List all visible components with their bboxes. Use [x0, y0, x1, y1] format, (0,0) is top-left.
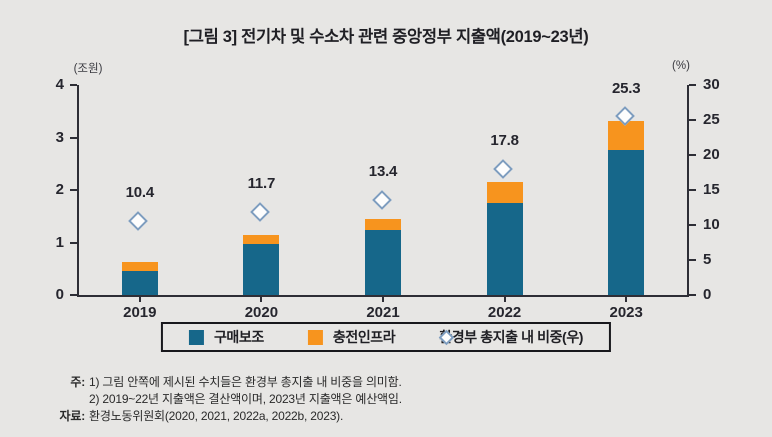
left-axis-tick-label: 3	[55, 128, 64, 146]
share-value-label: 13.4	[368, 163, 398, 181]
right-axis-tick-label: 30	[703, 76, 720, 93]
stacked-bar-segment-2020	[243, 235, 280, 245]
y-axis-left	[77, 85, 79, 295]
stacked-bar-segment-2019	[121, 271, 158, 295]
share-value-label: 25.3	[611, 79, 641, 97]
stacked-bar-segment-2022	[486, 203, 523, 295]
blue-square-swatch-icon	[188, 329, 204, 345]
stacked-bar-segment-2022	[486, 181, 523, 204]
x-axis-tick	[625, 297, 628, 302]
note-label-spacer	[57, 391, 85, 408]
left-axis-tick	[70, 241, 77, 244]
share-diamond-marker	[493, 158, 513, 179]
right-axis-tick-label: 10	[703, 216, 720, 233]
stacked-bar-segment-2021	[365, 218, 401, 230]
orange-square-swatch-icon	[307, 329, 323, 345]
stacked-bar-segment-2023	[608, 121, 645, 151]
x-axis-label-2020: 2020	[244, 304, 279, 321]
x-axis-tick	[138, 297, 141, 302]
footnotes: 주: 1) 그림 안쪽에 제시된 수치들은 환경부 총지출 내 비중을 의미함.…	[57, 374, 403, 425]
note-label: 주:	[70, 375, 85, 389]
source-text: 환경노동위원회(2020, 2021, 2022a, 2022b, 2023).	[89, 409, 344, 423]
left-axis-unit-label: (조원)	[73, 63, 103, 75]
legend-item-share-of-moe-spending: 환경부 총지출 내 비중(우)	[438, 327, 584, 347]
right-axis-tick	[689, 119, 696, 121]
right-axis-tick	[689, 224, 696, 226]
left-axis-tick-label: 1	[55, 233, 64, 251]
right-axis-tick-label: 25	[703, 111, 720, 128]
right-axis-tick	[689, 259, 696, 261]
left-axis-tick-label: 0	[55, 286, 64, 303]
legend-item-label: 구매보조	[213, 329, 264, 345]
x-axis-label-2019: 2019	[123, 304, 157, 321]
left-axis-tick	[70, 84, 77, 86]
right-axis-unit-label: (%)	[672, 60, 690, 72]
right-axis-tick	[689, 154, 696, 156]
share-value-label: 10.4	[125, 184, 155, 202]
left-axis-tick	[70, 189, 77, 191]
left-axis-tick-label: 4	[55, 76, 64, 93]
legend-item-label: 충전인프라	[332, 329, 396, 345]
right-axis-tick-label: 5	[703, 251, 712, 268]
right-axis-tick-label: 20	[703, 146, 720, 163]
share-value-label: 17.8	[490, 132, 519, 150]
figure-title: [그림 3] 전기차 및 수소차 관련 중앙정부 지출액(2019~23년)	[183, 28, 589, 46]
note-1: 1) 그림 안쪽에 제시된 수치들은 환경부 총지출 내 비중을 의미함.	[89, 375, 402, 389]
right-axis-tick-label: 15	[703, 181, 720, 198]
stacked-bar-segment-2020	[243, 244, 280, 295]
x-axis-label-2021: 2021	[366, 304, 400, 321]
stacked-bar-segment-2019	[121, 262, 158, 272]
legend-item-purchase-subsidy: 구매보조	[188, 327, 264, 347]
share-diamond-marker	[371, 189, 392, 210]
left-axis-tick	[70, 136, 77, 139]
y-axis-right	[687, 85, 689, 295]
right-axis-tick	[689, 189, 696, 191]
legend-item-label: 환경부 총지출 내 비중(우)	[439, 329, 584, 345]
x-axis-label-2022: 2022	[487, 304, 522, 321]
right-axis-tick	[689, 294, 696, 296]
share-value-label: 11.7	[247, 175, 276, 193]
source-label: 자료:	[59, 409, 86, 423]
share-diamond-marker	[128, 210, 149, 231]
legend-item-charging-infra: 충전인프라	[307, 327, 396, 347]
stacked-bar-segment-2021	[365, 229, 401, 295]
x-axis-label-2023: 2023	[609, 304, 643, 321]
legend: 구매보조 충전인프라 환경부 총지출 내 비중(우)	[160, 322, 612, 352]
stacked-bar-segment-2023	[608, 150, 645, 295]
left-axis-tick-label: 2	[55, 181, 64, 198]
x-axis-tick	[503, 297, 506, 302]
x-axis-tick	[260, 297, 263, 302]
right-axis-tick	[689, 84, 696, 86]
left-axis-tick	[70, 294, 77, 296]
x-axis	[77, 295, 689, 297]
note-2: 2) 2019~22년 지출액은 결산액이며, 2023년 지출액은 예산액임.	[89, 392, 402, 406]
right-axis-tick-label: 0	[703, 286, 712, 303]
share-diamond-marker	[249, 201, 270, 222]
x-axis-tick	[382, 297, 384, 302]
